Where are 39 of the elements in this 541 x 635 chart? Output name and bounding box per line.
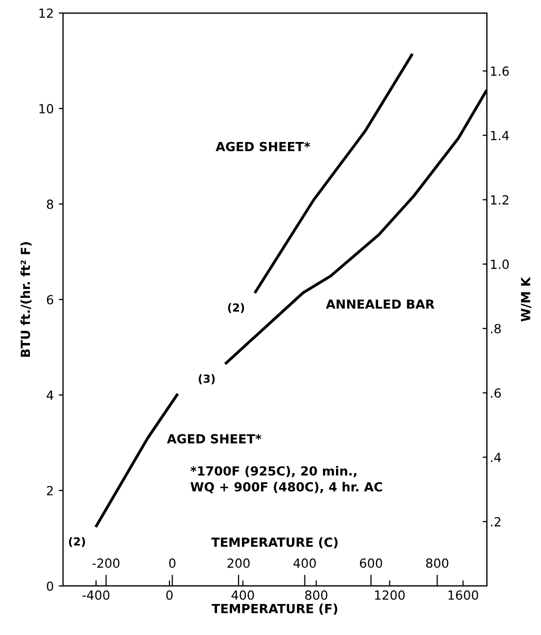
x-tick-label: 1200 <box>375 590 405 600</box>
x-tick-label: 800 <box>305 590 328 600</box>
y2-tick-label: .6 <box>491 388 501 398</box>
series-label: ANNEALED BAR <box>326 300 434 309</box>
y-tick-label: 8 <box>46 199 54 209</box>
x2-tick-label: -200 <box>92 558 120 568</box>
y2-tick-label: 1.2 <box>491 195 508 204</box>
y2-tick-label: .2 <box>491 517 500 526</box>
x-tick-label: 0 <box>166 590 173 600</box>
x-tick-label: -400 <box>82 590 110 600</box>
y-tick-label: 2 <box>46 486 53 496</box>
y2-tick-label: .4 <box>491 452 501 462</box>
y2-axis-title: W/M K <box>521 276 532 322</box>
annotation: (2) <box>68 537 85 548</box>
series-label: AGED SHEET* <box>166 434 262 444</box>
x2-tick-label: 600 <box>360 558 382 568</box>
y-axis-title: BTU ft./(hr. ft² F) <box>20 242 32 357</box>
y-tick-label: 12 <box>39 8 53 18</box>
x-axis-title: TEMPERATURE (F) <box>212 604 338 615</box>
annotation: *1700F (925C), 20 min., WQ + 900F (480C), 4 hr. AC <box>190 466 382 494</box>
y2-tick-label: .8 <box>491 324 501 334</box>
x2-axis-title: TEMPERATURE (C) <box>211 537 338 548</box>
x-tick-label: 400 <box>232 590 254 600</box>
y-tick-label: 6 <box>46 294 54 304</box>
x-tick-label: 1600 <box>448 590 478 600</box>
y2-tick-label: 1.0 <box>491 260 509 270</box>
text: AGED SHEET* <box>216 142 310 152</box>
x2-tick-label: 400 <box>293 558 316 568</box>
annotation: (3) <box>198 374 215 384</box>
x2-tick-label: 0 <box>169 558 176 568</box>
y-tick-label: 4 <box>46 390 54 400</box>
line-series <box>254 54 414 294</box>
y-tick-label: 0 <box>46 581 54 591</box>
y2-tick-label: 1.6 <box>491 66 509 76</box>
annotation: (2) <box>228 303 244 314</box>
x2-tick-label: 800 <box>426 558 448 568</box>
y-tick-label: 10 <box>39 104 54 114</box>
x2-tick-label: 200 <box>228 558 250 568</box>
y2-tick-label: 1.4 <box>491 130 509 140</box>
